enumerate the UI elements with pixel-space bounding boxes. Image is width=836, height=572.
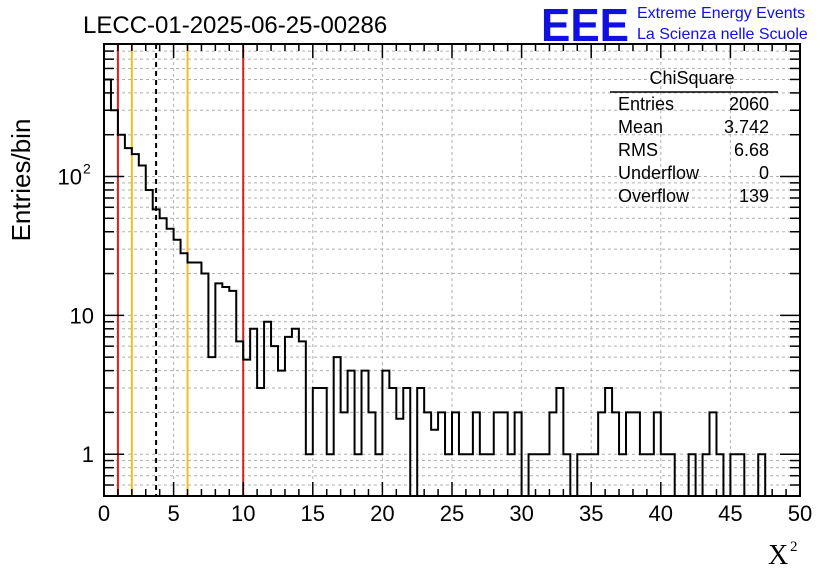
svg-text:X: X — [768, 540, 788, 571]
run-title: LECC-01-2025-06-25-00286 — [83, 12, 387, 39]
y-tick-label-exponent: 2 — [83, 160, 91, 176]
y-tick-label: 1 — [82, 442, 94, 467]
stats-label-rms: RMS — [618, 140, 658, 160]
x-tick-label: 5 — [167, 501, 179, 526]
x-tick-label: 30 — [509, 501, 533, 526]
histogram-series — [104, 78, 773, 497]
y-axis-label: Entries/bin — [6, 119, 36, 242]
x-tick-label: 40 — [649, 501, 673, 526]
stats-label-entries: Entries — [618, 94, 674, 114]
stats-value-mean: 3.742 — [724, 117, 769, 137]
stats-label-underflow: Underflow — [618, 163, 700, 183]
eee-logo: EEE — [541, 0, 629, 51]
eee-logo-subtitle-2: La Scienza nelle Scuole — [637, 26, 808, 43]
svg-text:2: 2 — [790, 539, 798, 555]
eee-logo-subtitle-1: Extreme Energy Events — [637, 5, 805, 22]
stats-label-mean: Mean — [618, 117, 663, 137]
reference-lines — [116, 44, 245, 496]
x-tick-label: 25 — [440, 501, 464, 526]
axis-ticks — [103, 43, 801, 497]
x-tick-label: 50 — [788, 501, 812, 526]
stats-value-rms: 6.68 — [734, 140, 769, 160]
x-tick-label: 0 — [98, 501, 110, 526]
stats-title: ChiSquare — [649, 68, 734, 88]
x-tick-label: 20 — [370, 501, 394, 526]
stats-box: ChiSquare Entries 2060 Mean 3.742 RMS 6.… — [610, 68, 778, 206]
x-tick-labels: 0 5 10 15 20 25 30 35 40 45 50 — [98, 501, 812, 526]
x-axis-label: X 2 — [768, 539, 798, 571]
y-tick-label: 10 — [70, 303, 94, 328]
y-tick-label: 10 — [58, 164, 82, 189]
stats-value-overflow: 139 — [739, 186, 769, 206]
x-tick-label: 10 — [231, 501, 255, 526]
stats-value-entries: 2060 — [729, 94, 769, 114]
stats-value-underflow: 0 — [759, 163, 769, 183]
x-tick-label: 15 — [301, 501, 325, 526]
grid-lines — [104, 44, 800, 496]
stats-label-overflow: Overflow — [618, 186, 690, 206]
x-tick-label: 35 — [579, 501, 603, 526]
x-tick-label: 45 — [718, 501, 742, 526]
